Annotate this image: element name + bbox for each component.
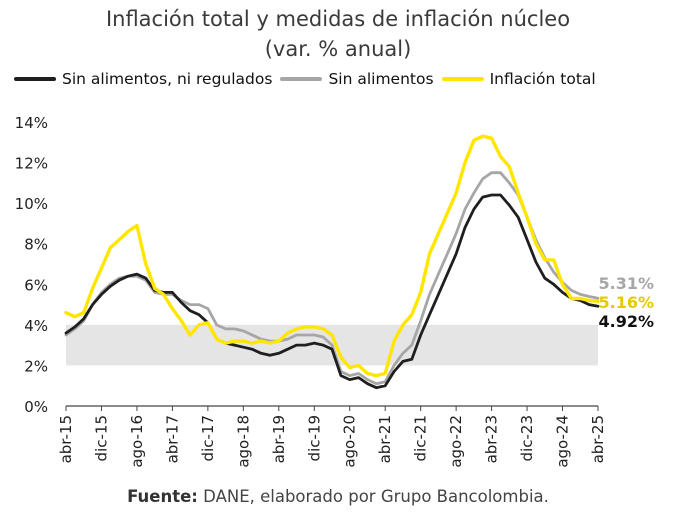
chart-subtitle: (var. % anual)	[264, 37, 412, 61]
end-label-sin-alimentos-ni-regulados: 4.92%	[598, 312, 654, 331]
legend-label-sin-alimentos: Sin alimentos	[328, 70, 434, 88]
x-tick-label: ago-24	[554, 415, 572, 468]
legend-swatch-sin-alimentos-ni-regulados	[14, 77, 56, 81]
x-tick-label: ago-22	[447, 415, 465, 468]
x-tick-label: ago-18	[234, 415, 252, 468]
end-label-inflacion-total: 5.16%	[598, 293, 654, 312]
source-text: DANE, elaborado por Grupo Bancolombia.	[197, 487, 549, 506]
y-tick-label: 10%	[15, 195, 48, 213]
source-note: Fuente: DANE, elaborado por Grupo Bancol…	[0, 487, 676, 506]
x-tick-label: abr-19	[270, 415, 288, 463]
x-tick-label: dic-23	[518, 415, 536, 461]
end-label-sin-alimentos: 5.31%	[598, 274, 654, 293]
legend-item-sin-alimentos-ni-regulados: Sin alimentos, ni regulados	[14, 70, 272, 88]
y-tick-label: 4%	[24, 317, 48, 335]
x-tick-label: ago-16	[128, 415, 146, 468]
x-tick-label: abr-23	[483, 415, 501, 463]
x-tick-label: abr-15	[57, 415, 75, 463]
legend-item-sin-alimentos: Sin alimentos	[280, 70, 434, 88]
legend-label-sin-alimentos-ni-regulados: Sin alimentos, ni regulados	[62, 70, 273, 88]
y-tick-label: 6%	[24, 276, 48, 294]
legend: Sin alimentos, ni regulados Sin alimento…	[14, 68, 674, 90]
series-line-sin-alimentos-ni-regulados	[64, 193, 600, 390]
x-tick-label: dic-17	[199, 415, 217, 461]
x-tick-label: dic-19	[305, 415, 323, 461]
line-chart: 0% 2% 4% 6% 8% 10% 12% 14% abr-15 dic-15 ago-16 abr…	[15, 114, 654, 468]
x-tick-label: dic-15	[92, 415, 110, 461]
y-tick-label: 12%	[15, 155, 48, 173]
x-tick-label: abr-21	[376, 415, 394, 463]
y-tick-label: 0%	[24, 398, 48, 416]
y-tick-label: 14%	[15, 114, 48, 132]
y-tick-label: 8%	[24, 236, 48, 254]
x-tick-label: ago-20	[341, 415, 359, 468]
source-label: Fuente:	[127, 487, 198, 506]
series-line-sin-alimentos	[64, 171, 600, 386]
chart-title: Inflación total y medidas de inflación n…	[105, 7, 571, 31]
series-line-inflacion-total	[64, 134, 600, 378]
legend-swatch-sin-alimentos	[280, 77, 323, 81]
legend-swatch-inflacion-total	[441, 77, 484, 81]
y-tick-label: 2%	[24, 357, 48, 375]
legend-item-inflacion-total: Inflación total	[441, 70, 596, 88]
legend-label-inflacion-total: Inflación total	[489, 70, 596, 88]
x-tick-label: dic-21	[412, 415, 430, 461]
x-tick-label: abr-25	[589, 415, 607, 463]
x-tick-label: abr-17	[163, 415, 181, 463]
